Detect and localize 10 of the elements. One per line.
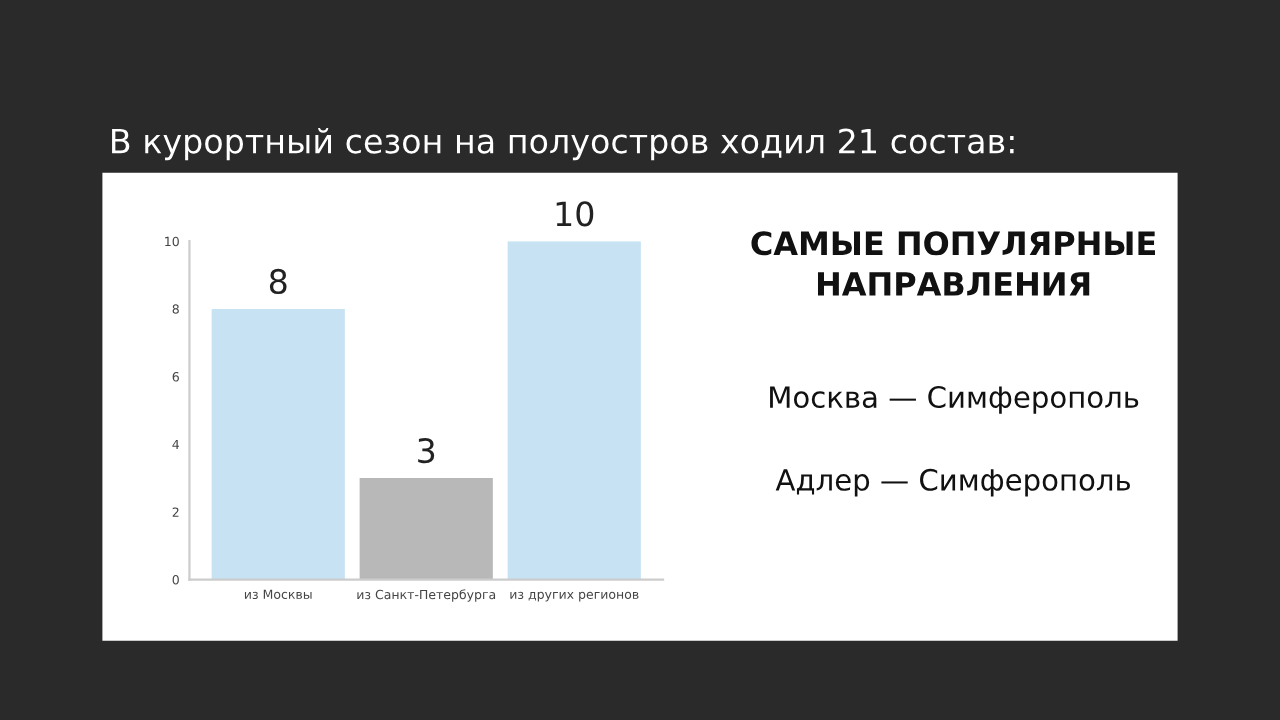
- bar: [507, 241, 641, 580]
- bar: [211, 308, 345, 580]
- text: САМЫЕ ПОПУЛЯРНЫЕ НАПРАВЛЕНИЯ: [751, 231, 1155, 296]
- chart-title: В курортный сезон на полуостров ходил 21 состав:: [112, 128, 1014, 161]
- data-label: 3: [418, 438, 435, 464]
- data-label: 10: [556, 201, 594, 227]
- bar: [359, 478, 493, 580]
- text: Адлер — Симферополь: [775, 468, 1130, 497]
- data-label: 8: [269, 268, 287, 295]
- text: Москва — Симферополь: [770, 386, 1139, 414]
